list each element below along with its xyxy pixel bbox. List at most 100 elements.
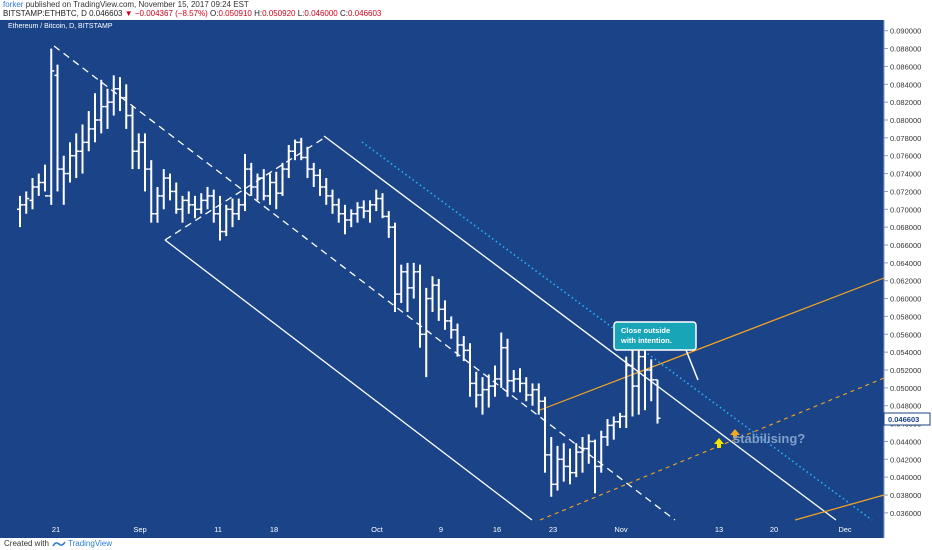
author-link[interactable]: forker — [3, 0, 24, 9]
ohlc-bar — [585, 434, 592, 464]
time-axis-labels: 21 Sep 11 18 Oct 9 16 23 Nov 13 20 Dec — [52, 525, 852, 534]
bubble-line-2: with intention. — [620, 336, 672, 345]
ohlc-bar — [442, 300, 448, 330]
price-tick-label: 0.036000 — [890, 509, 921, 518]
ohlc-bar — [35, 173, 42, 196]
ohlc-bar — [17, 195, 23, 228]
ohlc-bar — [417, 264, 423, 348]
ohlc-bar — [460, 336, 467, 362]
close-label: C: — [340, 9, 348, 18]
publish-text: published on TradingView.com, November 1… — [25, 0, 249, 9]
ohlc-bar — [167, 173, 173, 201]
ohlc-bar — [73, 133, 80, 179]
orange-resistance[interactable] — [539, 277, 885, 411]
ohlc-bar — [160, 169, 167, 210]
ohlc-bar — [104, 88, 111, 129]
ohlc-bar — [229, 198, 236, 228]
price-tick-label: 0.056000 — [890, 330, 921, 339]
low-value: 0.046000 — [304, 9, 338, 18]
price-tick-label: 0.078000 — [890, 134, 921, 143]
time-tick-label: 13 — [715, 525, 723, 534]
ohlc-bar — [60, 155, 67, 205]
instrument-title: Ethereum / Bitcoin, D, BITSTAMP — [8, 23, 113, 30]
tradingview-logo-icon — [52, 541, 66, 547]
low-label: L: — [297, 9, 305, 18]
ohlc-bar — [279, 162, 286, 196]
ohlc-bar — [29, 178, 36, 210]
last-price-label: 0.046603 — [888, 415, 919, 424]
up-arrow-icon — [714, 438, 724, 448]
ohlc-bar — [648, 359, 655, 402]
ohlc-bar — [210, 189, 217, 223]
ohlc-bar — [348, 209, 355, 228]
ohlc-bar — [304, 146, 311, 179]
ohlc-bar — [292, 139, 298, 161]
ohlc-bar — [373, 189, 380, 212]
channel-lower[interactable] — [164, 239, 533, 521]
price-tick-label: 0.086000 — [890, 62, 921, 71]
ohlc-bar — [542, 396, 548, 473]
channel-upper[interactable] — [323, 135, 837, 521]
price-tick-label: 0.060000 — [890, 295, 921, 304]
ohlc-bar — [560, 443, 567, 482]
ohlc-bar — [554, 445, 561, 491]
time-tick-label: 11 — [214, 525, 222, 534]
ohlc-bars — [17, 48, 661, 497]
price-tick-label: 0.072000 — [890, 187, 921, 196]
price-tick-label: 0.090000 — [890, 27, 921, 36]
ohlc-bar — [310, 162, 317, 187]
channel-anchor-dashed[interactable] — [164, 137, 325, 241]
ohlc-bar — [579, 436, 586, 473]
orange-support[interactable] — [794, 494, 885, 521]
ohlc-bar — [454, 323, 461, 357]
ohlc-bar — [392, 222, 398, 312]
time-tick-label: 9 — [439, 525, 443, 534]
up-arrow-icon-orange — [730, 429, 740, 438]
ohlc-bar — [642, 350, 648, 411]
orange-dashed-mid[interactable] — [539, 377, 885, 521]
ohlc-bar — [629, 345, 636, 417]
ohlc-bar — [398, 264, 405, 304]
price-tick-label: 0.088000 — [890, 45, 921, 54]
ohlc-bar — [429, 276, 436, 312]
ohlc-bar — [273, 171, 280, 210]
chart-header: forker published on TradingView.com, Nov… — [0, 0, 932, 20]
ohlc-bar — [360, 200, 367, 219]
chart-area[interactable]: Ethereum / Bitcoin, D, BITSTAMP 0.090000… — [0, 20, 932, 538]
time-tick-label: 21 — [52, 525, 60, 534]
ohlc-bar — [92, 93, 98, 143]
ohlc-bar — [529, 383, 536, 406]
time-axis[interactable] — [0, 520, 884, 538]
ohlc-bar — [298, 137, 305, 161]
price-tick-label: 0.074000 — [890, 170, 921, 179]
ohlc-bar — [217, 195, 223, 241]
ohlc-bar — [592, 439, 598, 494]
ohlc-bar — [479, 377, 486, 415]
ohlc-bar — [179, 195, 186, 223]
price-tick-label: 0.038000 — [890, 491, 921, 500]
price-tick-label: 0.040000 — [890, 473, 921, 482]
ohlc-bar — [142, 133, 148, 192]
tradingview-brand[interactable]: TradingView — [68, 539, 113, 548]
time-tick-label: 16 — [493, 525, 501, 534]
price-tick-label: 0.068000 — [890, 223, 921, 232]
ohlc-bar — [248, 162, 255, 196]
ohlc-bar — [42, 164, 48, 197]
time-tick-label: Dec — [838, 525, 852, 534]
annotation-bubble[interactable]: Close outside with intention. — [613, 321, 699, 381]
ohlc-bar — [535, 383, 542, 415]
channel-mid-dashed[interactable] — [53, 45, 676, 521]
ohlc-bar — [467, 343, 473, 397]
stabilising-annotation: stabilising? — [733, 431, 805, 446]
ohlc-bar — [242, 153, 248, 212]
ohlc-bar — [329, 189, 336, 214]
ohlc-bar — [267, 173, 273, 205]
ohlc-bar — [354, 202, 361, 223]
price-tick-label: 0.050000 — [890, 384, 921, 393]
close-value: 0.046603 — [348, 9, 382, 18]
ohlc-bar — [510, 370, 517, 393]
price-axis[interactable] — [884, 20, 932, 538]
ohlc-bar — [485, 374, 492, 408]
time-tick-label: 23 — [549, 525, 557, 534]
price-chart[interactable]: Ethereum / Bitcoin, D, BITSTAMP 0.090000… — [0, 20, 932, 538]
